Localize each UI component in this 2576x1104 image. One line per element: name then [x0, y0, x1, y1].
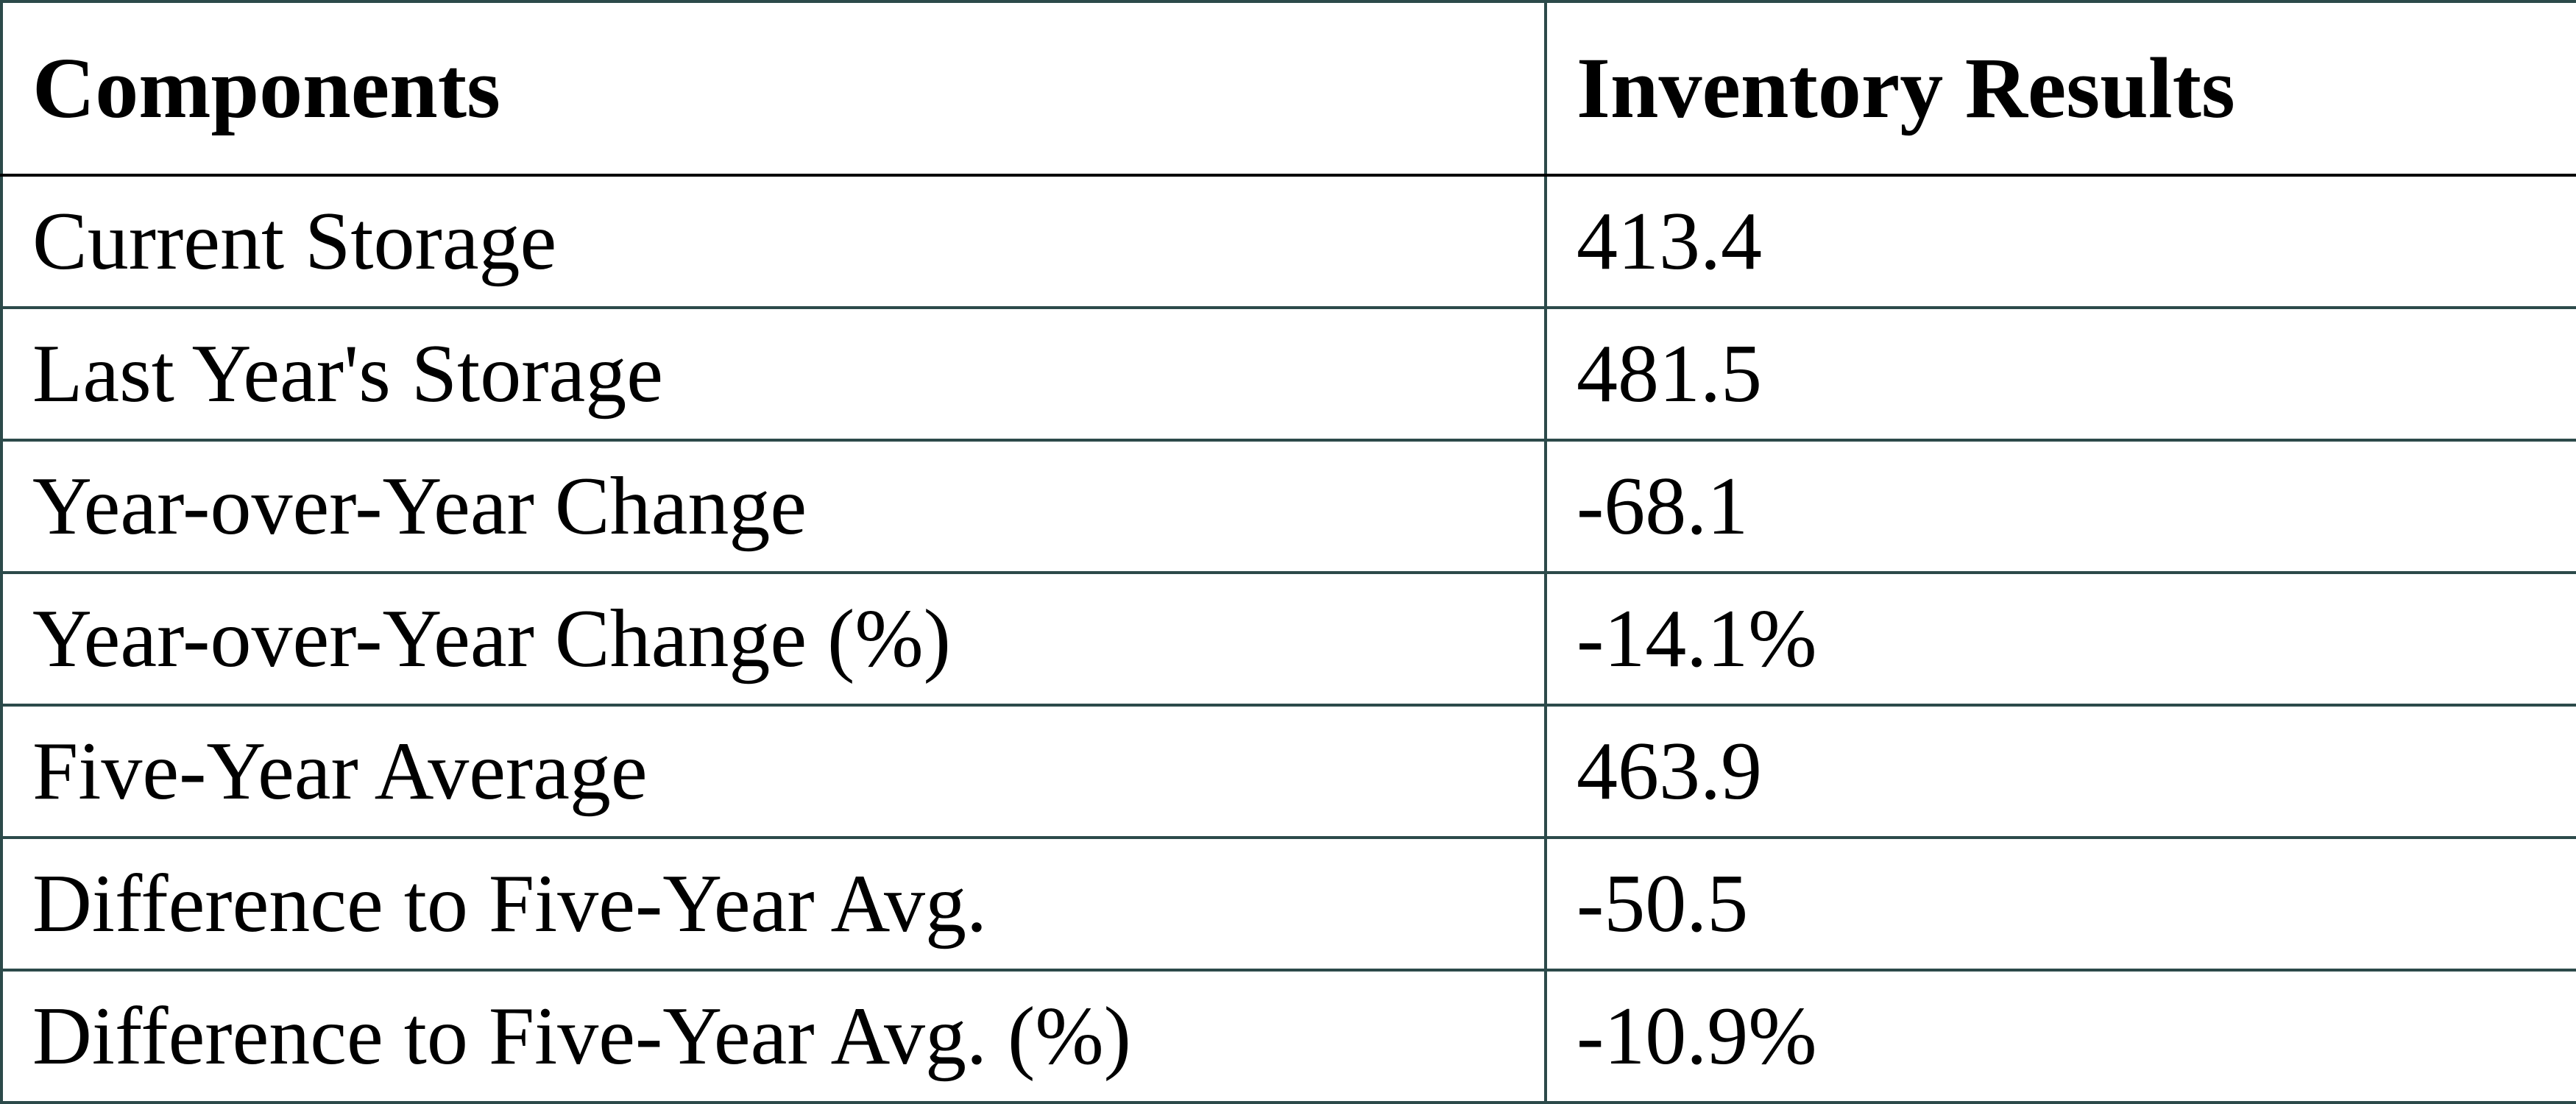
result-cell: -50.5	[1544, 836, 2576, 972]
header-row: Components Inventory Results	[0, 0, 2576, 177]
header-cell: Components	[0, 0, 1547, 177]
result-cell: -10.9%	[1544, 969, 2576, 1104]
table-row: Year-over-Year Change -68.1	[0, 439, 2576, 574]
component-cell: Difference to Five-Year Avg. (%)	[0, 969, 1547, 1104]
result-cell: -14.1%	[1544, 571, 2576, 707]
header-cell: Inventory Results	[1544, 0, 2576, 177]
table-row: Current Storage 413.4	[0, 174, 2576, 309]
result-cell: 413.4	[1544, 174, 2576, 309]
table-row: Last Year's Storage 481.5	[0, 306, 2576, 442]
result-cell: 463.9	[1544, 704, 2576, 839]
table-row: Difference to Five-Year Avg. -50.5	[0, 836, 2576, 972]
result-cell: -68.1	[1544, 439, 2576, 574]
component-cell: Current Storage	[0, 174, 1547, 309]
result-cell: 481.5	[1544, 306, 2576, 442]
table-row: Difference to Five-Year Avg. (%) -10.9%	[0, 969, 2576, 1104]
component-cell: Difference to Five-Year Avg.	[0, 836, 1547, 972]
table-row: Five-Year Average 463.9	[0, 704, 2576, 839]
table-body: Current Storage 413.4 Last Year's Storage 4…	[0, 174, 2576, 1104]
table-row: Year-over-Year Change (%) -14.1%	[0, 571, 2576, 707]
component-cell: Year-over-Year Change	[0, 439, 1547, 574]
component-cell: Five-Year Average	[0, 704, 1547, 839]
table-header: Components Inventory Results	[0, 0, 2576, 177]
component-cell: Last Year's Storage	[0, 306, 1547, 442]
component-cell: Year-over-Year Change (%)	[0, 571, 1547, 707]
